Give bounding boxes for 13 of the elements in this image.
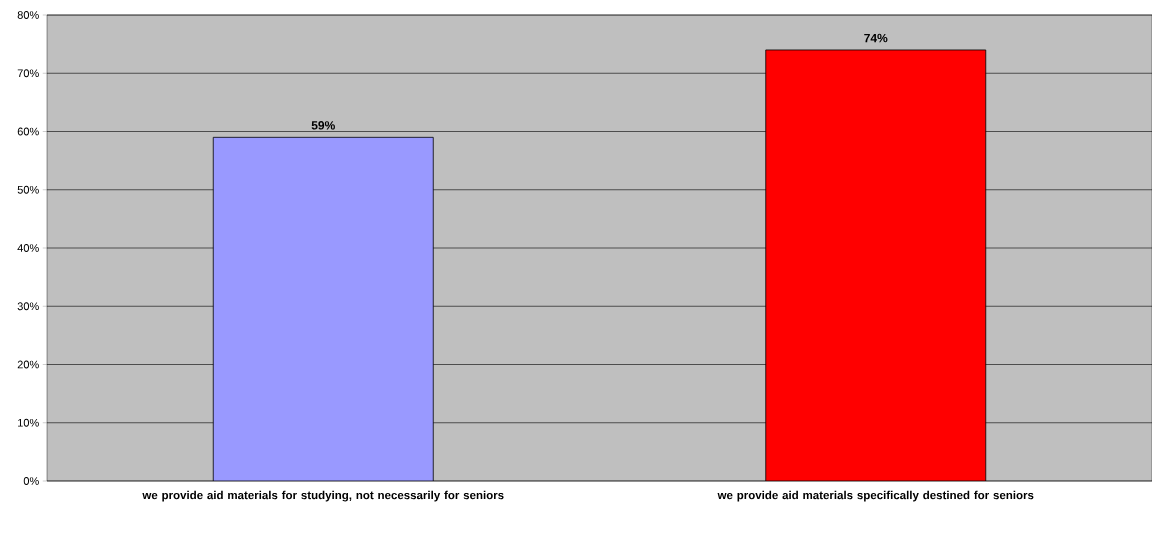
y-tick-label: 80% xyxy=(17,11,39,19)
y-tick-label: 20% xyxy=(17,360,39,369)
y-tick-label: 30% xyxy=(17,302,39,311)
y-tick-label: 50% xyxy=(17,185,39,194)
y-tick-label: 40% xyxy=(17,244,39,252)
y-tick-label: 10% xyxy=(18,418,39,427)
x-tick-label: we provide aid materials specifically destined for seniors xyxy=(717,490,1034,502)
y-tick-label: 70% xyxy=(17,69,39,78)
data-label: 59% xyxy=(311,121,335,130)
y-tick-label: 60% xyxy=(17,127,39,136)
data-label: 74% xyxy=(864,33,888,43)
x-tick-label: we provide aid materials for studying, not necessarily for seniors xyxy=(142,490,504,502)
y-tick-label: 0% xyxy=(23,477,39,485)
